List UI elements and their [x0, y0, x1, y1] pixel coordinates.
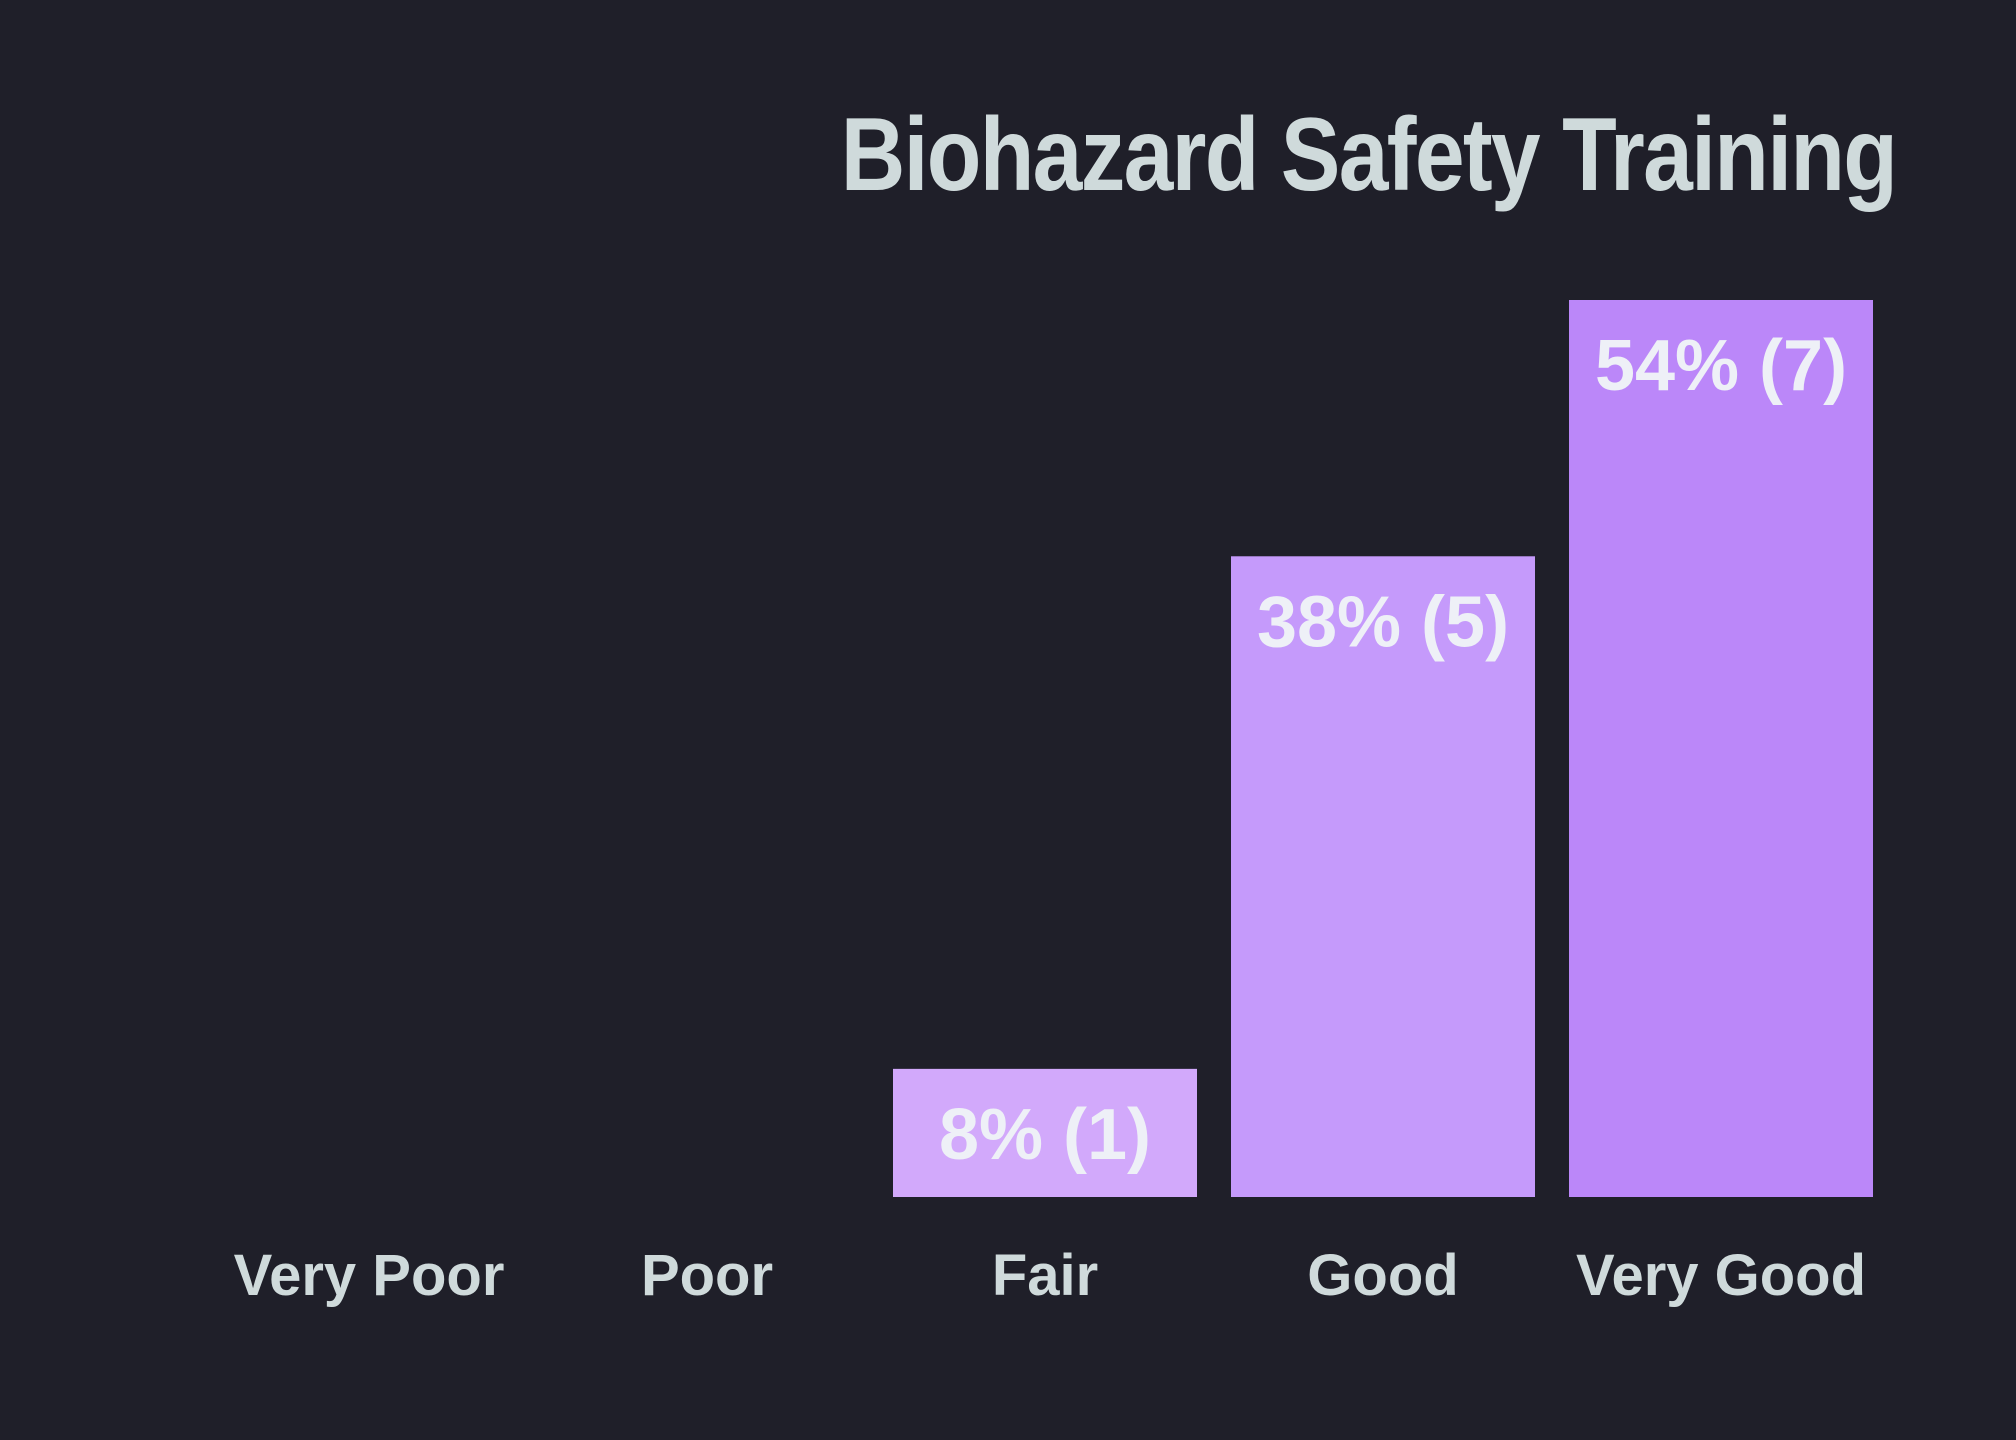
chart-title: Biohazard Safety Training — [840, 97, 1898, 213]
value-label-good: 38% (5) — [1257, 582, 1509, 662]
category-label-fair: Fair — [992, 1243, 1098, 1308]
bar-fair — [893, 1068, 1197, 1197]
value-labels-group: 8% (1) 38% (5) 54% (7) — [939, 326, 1847, 1175]
bar-good — [1231, 556, 1535, 1197]
category-label-very-good: Very Good — [1576, 1243, 1866, 1308]
bar-very-good — [1569, 300, 1873, 1197]
category-labels-group: Very Poor Poor Fair Good Very Good — [234, 1243, 1866, 1308]
category-label-good: Good — [1307, 1243, 1458, 1308]
bars-group — [893, 300, 1873, 1197]
value-label-very-good: 54% (7) — [1595, 326, 1847, 406]
category-label-poor: Poor — [641, 1243, 773, 1308]
category-label-very-poor: Very Poor — [234, 1243, 505, 1308]
value-label-fair: 8% (1) — [939, 1095, 1151, 1175]
